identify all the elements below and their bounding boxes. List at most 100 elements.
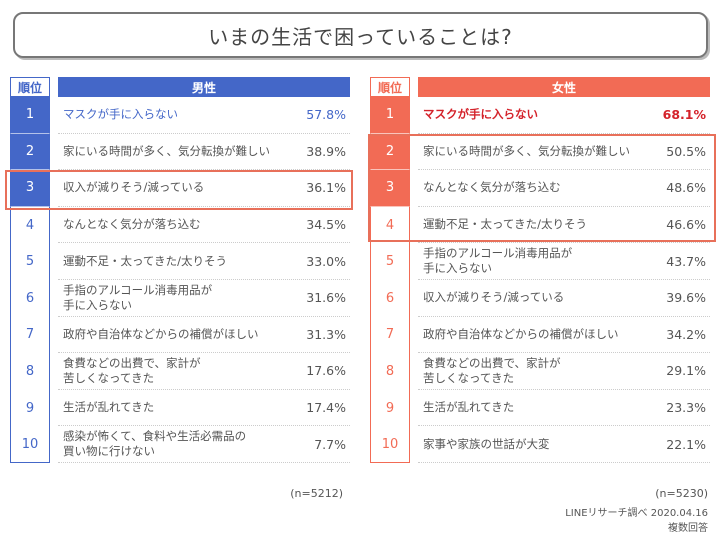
table-row: 5 運動不足・太ってきた/太りそう 33.0% <box>10 243 350 280</box>
item-percentage: 57.8% <box>306 107 346 123</box>
rank-cell: 9 <box>370 389 410 427</box>
rank-cell: 6 <box>10 279 50 317</box>
source-note: LINEリサーチ調べ 2020.04.16 <box>565 508 708 519</box>
item-label: 収入が減りそう/減っている <box>63 180 205 195</box>
table-row: 9 生活が乱れてきた 17.4% <box>10 389 350 427</box>
female-ranking-table: 順位 女性 1 マスクが手に入らない 68.1% 2 家にいる時間が多く、気分転換が難… <box>370 77 710 463</box>
item-cell: 感染が怖くて、食料や生活必需品の 買い物に行けない 7.7% <box>58 426 350 463</box>
item-percentage: 39.6% <box>666 290 706 306</box>
item-label: 家にいる時間が多く、気分転換が難しい <box>423 143 630 158</box>
item-label: 感染が怖くて、食料や生活必需品の 買い物に行けない <box>63 429 247 459</box>
rank-cell: 7 <box>10 316 50 354</box>
item-label: 手指のアルコール消毒用品が 手に入らない <box>423 246 573 276</box>
item-cell: 政府や自治体などからの補償がほしい 34.2% <box>418 317 710 354</box>
table-row: 4 なんとなく気分が落ち込む 34.5% <box>10 206 350 244</box>
table-row: 3 収入が減りそう/減っている 36.1% <box>10 170 350 207</box>
item-cell: マスクが手に入らない 57.8% <box>58 97 350 134</box>
item-percentage: 43.7% <box>666 253 706 269</box>
item-cell: 生活が乱れてきた 17.4% <box>58 390 350 427</box>
rank-cell: 3 <box>370 170 410 207</box>
rank-cell: 1 <box>10 97 50 134</box>
item-percentage: 31.6% <box>306 290 346 306</box>
item-label: 食費などの出費で、家計が 苦しくなってきた <box>423 355 561 385</box>
male-highlight-box <box>5 170 353 210</box>
female-highlight-box <box>368 134 716 242</box>
table-row: 10 家事や家族の世話が大変 22.1% <box>370 426 710 463</box>
item-cell: 運動不足・太ってきた/太りそう 46.6% <box>418 207 710 244</box>
item-percentage: 7.7% <box>314 436 346 452</box>
male-ranking-table: 順位 男性 1 マスクが手に入らない 57.8% 2 家にいる時間が多く、気分転換が難… <box>10 77 350 463</box>
item-label: 収入が減りそう/減っている <box>423 290 565 305</box>
item-cell: 食費などの出費で、家計が 苦しくなってきた 29.1% <box>418 353 710 390</box>
table-row: 8 食費などの出費で、家計が 苦しくなってきた 17.6% <box>10 353 350 390</box>
rank-cell: 6 <box>370 279 410 317</box>
rank-cell: 5 <box>10 243 50 280</box>
table-row: 9 生活が乱れてきた 23.3% <box>370 389 710 427</box>
item-label: 家事や家族の世話が大変 <box>423 436 550 451</box>
item-percentage: 38.9% <box>306 143 346 159</box>
item-cell: なんとなく気分が落ち込む 34.5% <box>58 207 350 244</box>
item-cell: なんとなく気分が落ち込む 48.6% <box>418 170 710 207</box>
item-label: 食費などの出費で、家計が 苦しくなってきた <box>63 355 201 385</box>
rank-cell: 2 <box>10 133 50 171</box>
rank-header: 順位 <box>10 77 50 97</box>
item-cell: 運動不足・太ってきた/太りそう 33.0% <box>58 243 350 280</box>
table-row: 5 手指のアルコール消毒用品が 手に入らない 43.7% <box>370 243 710 280</box>
item-cell: 手指のアルコール消毒用品が 手に入らない 43.7% <box>418 243 710 280</box>
table-row: 7 政府や自治体などからの補償がほしい 34.2% <box>370 316 710 354</box>
item-label: 運動不足・太ってきた/太りそう <box>423 217 587 232</box>
rank-cell: 10 <box>370 426 410 463</box>
item-cell: マスクが手に入らない 68.1% <box>418 97 710 134</box>
item-percentage: 34.2% <box>666 326 706 342</box>
item-label: マスクが手に入らない <box>63 107 178 122</box>
table-row: 10 感染が怖くて、食料や生活必需品の 買い物に行けない 7.7% <box>10 426 350 463</box>
table-row: 2 家にいる時間が多く、気分転換が難しい 50.5% <box>370 133 710 171</box>
table-row: 1 マスクが手に入らない 68.1% <box>370 97 710 134</box>
item-label: 家にいる時間が多く、気分転換が難しい <box>63 143 270 158</box>
item-percentage: 31.3% <box>306 326 346 342</box>
item-cell: 家にいる時間が多く、気分転換が難しい 38.9% <box>58 134 350 171</box>
item-percentage: 36.1% <box>306 180 346 196</box>
item-percentage: 22.1% <box>666 436 706 452</box>
multiple-answer-note: 複数回答 <box>668 523 708 534</box>
item-cell: 家事や家族の世話が大変 22.1% <box>418 426 710 463</box>
rank-cell: 1 <box>370 97 410 134</box>
item-label: 生活が乱れてきた <box>63 400 155 415</box>
female-sample-size: (n=5230) <box>655 487 708 500</box>
rank-cell: 8 <box>10 353 50 390</box>
rank-cell: 4 <box>10 206 50 244</box>
page-title: いまの生活で困っていることは? <box>13 12 708 58</box>
rank-cell: 4 <box>370 206 410 244</box>
item-percentage: 34.5% <box>306 217 346 233</box>
item-percentage: 46.6% <box>666 217 706 233</box>
rank-cell: 9 <box>10 389 50 427</box>
table-row: 8 食費などの出費で、家計が 苦しくなってきた 29.1% <box>370 353 710 390</box>
table-row: 2 家にいる時間が多く、気分転換が難しい 38.9% <box>10 133 350 171</box>
table-row: 3 なんとなく気分が落ち込む 48.6% <box>370 170 710 207</box>
rank-cell: 7 <box>370 316 410 354</box>
table-row: 7 政府や自治体などからの補償がほしい 31.3% <box>10 316 350 354</box>
item-percentage: 33.0% <box>306 253 346 269</box>
item-percentage: 17.6% <box>306 363 346 379</box>
item-percentage: 48.6% <box>666 180 706 196</box>
item-percentage: 50.5% <box>666 143 706 159</box>
table-row: 6 手指のアルコール消毒用品が 手に入らない 31.6% <box>10 279 350 317</box>
rank-cell: 3 <box>10 170 50 207</box>
item-cell: 家にいる時間が多く、気分転換が難しい 50.5% <box>418 134 710 171</box>
item-cell: 食費などの出費で、家計が 苦しくなってきた 17.6% <box>58 353 350 390</box>
item-label: 政府や自治体などからの補償がほしい <box>423 326 619 341</box>
rank-cell: 2 <box>370 133 410 171</box>
rank-cell: 10 <box>10 426 50 463</box>
item-cell: 政府や自治体などからの補償がほしい 31.3% <box>58 317 350 354</box>
item-percentage: 68.1% <box>662 107 706 123</box>
table-row: 1 マスクが手に入らない 57.8% <box>10 97 350 134</box>
rank-cell: 8 <box>370 353 410 390</box>
item-cell: 収入が減りそう/減っている 39.6% <box>418 280 710 317</box>
item-label: なんとなく気分が落ち込む <box>423 180 561 195</box>
item-label: 運動不足・太ってきた/太りそう <box>63 253 227 268</box>
item-label: 政府や自治体などからの補償がほしい <box>63 326 259 341</box>
item-cell: 生活が乱れてきた 23.3% <box>418 390 710 427</box>
female-header: 女性 <box>418 77 710 97</box>
item-percentage: 23.3% <box>666 400 706 416</box>
item-cell: 収入が減りそう/減っている 36.1% <box>58 170 350 207</box>
